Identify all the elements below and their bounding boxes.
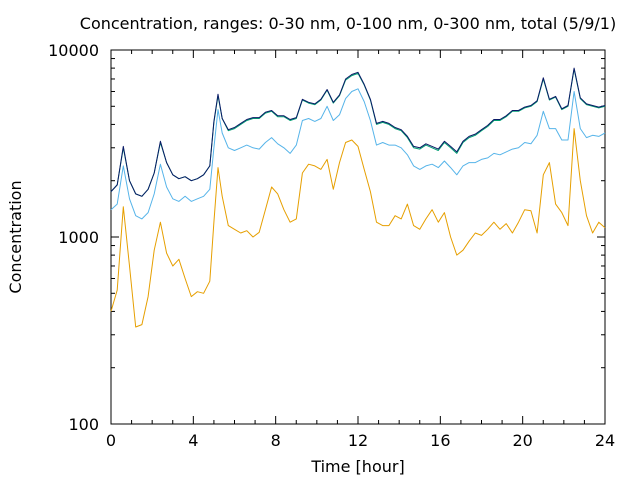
x-tick-label: 0 [106, 431, 116, 450]
series-line-1 [110, 128, 606, 328]
y-tick-label: 100 [68, 415, 99, 434]
series-line-4 [110, 67, 606, 197]
series-group [110, 67, 606, 328]
x-tick-label: 8 [271, 431, 281, 450]
x-tick-label: 16 [430, 431, 450, 450]
y-tick-label: 10000 [48, 41, 99, 60]
y-axis-ticks: 100 1000 10000 [48, 41, 605, 434]
x-tick-label: 24 [595, 431, 615, 450]
series-line-2 [110, 88, 606, 220]
y-tick-label: 1000 [58, 228, 99, 247]
x-tick-label: 20 [512, 431, 532, 450]
x-axis-label: Time [hour] [310, 457, 404, 476]
x-tick-label: 4 [188, 431, 198, 450]
y-axis-label: Concentration [6, 180, 25, 293]
x-axis-ticks: 0 4 8 12 16 20 24 [106, 50, 615, 450]
x-tick-label: 12 [348, 431, 368, 450]
chart-title: Concentration, ranges: 0-30 nm, 0-100 nm… [80, 14, 616, 33]
